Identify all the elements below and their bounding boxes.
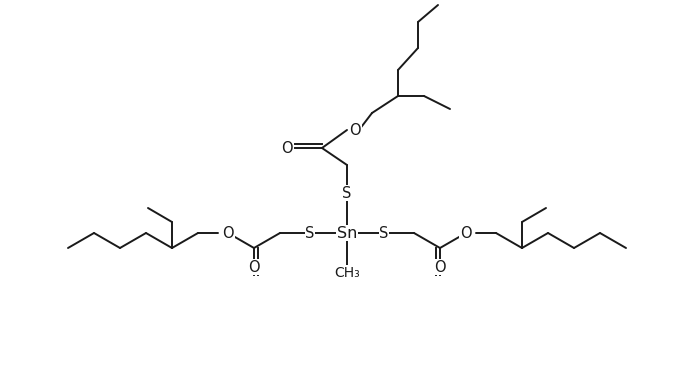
Text: O: O	[460, 225, 472, 241]
Text: O: O	[248, 260, 260, 275]
Text: O: O	[222, 225, 234, 241]
Text: S: S	[342, 186, 351, 201]
Text: O: O	[434, 260, 446, 275]
Text: S: S	[379, 225, 389, 241]
Text: S: S	[305, 225, 315, 241]
Text: O: O	[349, 122, 360, 138]
Text: O: O	[281, 141, 293, 155]
Text: CH₃: CH₃	[334, 266, 360, 280]
Text: Sn: Sn	[337, 225, 357, 241]
